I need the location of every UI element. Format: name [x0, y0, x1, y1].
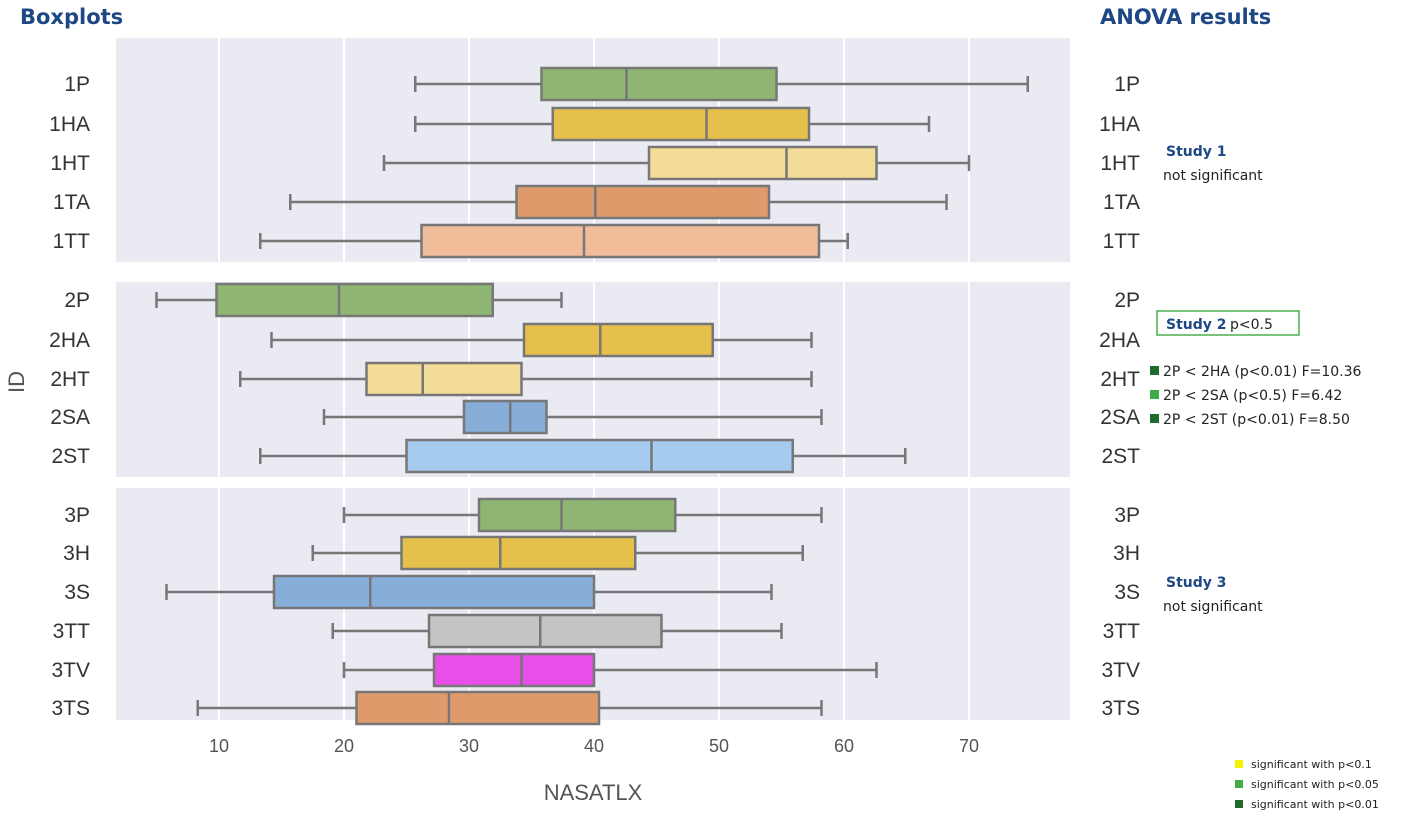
iqr-box [272, 574, 596, 610]
study2-title: Study 2 [1166, 317, 1227, 333]
x-tick-label: 70 [959, 736, 979, 756]
y-tick-label: 2HA [49, 329, 90, 352]
anova-row-label: 1TT [1103, 230, 1141, 253]
x-tick-label: 20 [334, 736, 354, 756]
anova-row-label: 2SA [1100, 406, 1140, 429]
x-tick-label: 60 [834, 736, 854, 756]
study3-result: not significant [1163, 599, 1263, 615]
study1-result: not significant [1163, 168, 1263, 184]
box-2HA: 2HA 2HA [49, 322, 1140, 358]
anova-row-label: 1HA [1099, 113, 1140, 136]
legend-text: significant with p<0.1 [1251, 758, 1372, 771]
y-tick-label: 2ST [51, 445, 90, 468]
box-3S: 3S 3S [64, 574, 1140, 610]
anova-row-label: 1TA [1103, 191, 1140, 214]
box-1P: 1P 1P [64, 66, 1140, 102]
significance-marker [1150, 414, 1159, 423]
y-tick-label: 1TT [53, 230, 91, 253]
box-2HT: 2HT 2HT [50, 361, 1140, 397]
iqr-box [400, 535, 637, 571]
anova-row-label: 3P [1114, 504, 1140, 527]
chart-title: Boxplots [20, 5, 123, 29]
y-tick-label: 1P [64, 73, 90, 96]
anova-row-label: 3S [1114, 581, 1140, 604]
anova-row-label: 1P [1114, 73, 1140, 96]
x-tick-label: 10 [209, 736, 229, 756]
anova-row-label: 3TV [1101, 659, 1140, 682]
y-tick-label: 3S [64, 581, 90, 604]
box-3TV: 3TV 3TV [51, 652, 1140, 688]
iqr-box [365, 361, 523, 397]
study2-box [1156, 310, 1300, 336]
panel-3: 3P 3P 3H 3H 3S 3S 3TT 3TT 3TV 3TV 3TS 3TS [51, 488, 1141, 726]
iqr-box [405, 438, 794, 474]
x-axis-label: NASATLX [544, 780, 643, 805]
box-3H: 3H 3H [63, 535, 1140, 571]
anova-title: ANOVA results [1100, 5, 1271, 29]
study1-title: Study 1 [1166, 144, 1227, 160]
iqr-box [522, 322, 714, 358]
box-2P: 2P 2P [64, 282, 1140, 318]
anova-row-label: 2P [1114, 289, 1140, 312]
y-tick-label: 2HT [50, 368, 90, 391]
y-tick-label: 3TT [53, 620, 91, 643]
iqr-box [540, 66, 778, 102]
box-3TT: 3TT 3TT [53, 613, 1141, 649]
significance-marker [1150, 390, 1159, 399]
box-2SA: 2SA 2SA [50, 399, 1140, 435]
x-tick-label: 30 [459, 736, 479, 756]
y-tick-label: 1HA [49, 113, 90, 136]
box-1TA: 1TA 1TA [53, 184, 1140, 220]
anova-row-label: 3H [1113, 542, 1140, 565]
y-tick-label: 3TV [51, 659, 90, 682]
y-tick-label: 3P [64, 504, 90, 527]
anova-row-label: 3TS [1101, 697, 1140, 720]
iqr-box [462, 399, 548, 435]
box-2ST: 2ST 2ST [51, 438, 1140, 474]
box-1HA: 1HA 1HA [49, 106, 1140, 142]
comparison-text: 2P < 2SA (p<0.5) F=6.42 [1163, 388, 1342, 404]
iqr-box [427, 613, 663, 649]
iqr-box [355, 690, 601, 726]
panel-1: 1P 1P 1HA 1HA 1HT 1HT 1TA 1TA 1TT 1TT [49, 38, 1140, 262]
iqr-box [551, 106, 811, 142]
comparison-text: 2P < 2HA (p<0.01) F=10.36 [1163, 364, 1362, 380]
iqr-box [477, 497, 677, 533]
iqr-box [515, 184, 771, 220]
y-tick-label: 1HT [50, 152, 90, 175]
y-tick-label: 3TS [51, 697, 90, 720]
legend-text: significant with p<0.05 [1251, 778, 1379, 791]
anova-row-label: 1HT [1100, 152, 1140, 175]
panel-2: 2P 2P 2HA 2HA 2HT 2HT 2SA 2SA 2ST 2ST [49, 282, 1140, 477]
iqr-box [432, 652, 596, 688]
box-1HT: 1HT 1HT [50, 145, 1140, 181]
iqr-box [647, 145, 878, 181]
study3-title: Study 3 [1166, 575, 1227, 591]
y-tick-label: 2P [64, 289, 90, 312]
box-3P: 3P 3P [64, 497, 1140, 533]
y-tick-label: 2SA [50, 406, 90, 429]
anova-row-label: 2HA [1099, 329, 1140, 352]
anova-row-label: 3TT [1103, 620, 1141, 643]
legend-swatch [1235, 780, 1243, 788]
legend-swatch [1235, 800, 1243, 808]
legend-text: significant with p<0.01 [1251, 798, 1379, 811]
x-tick-label: 50 [709, 736, 729, 756]
study2-result: p<0.5 [1230, 317, 1273, 333]
box-3TS: 3TS 3TS [51, 690, 1140, 726]
y-tick-label: 1TA [53, 191, 90, 214]
legend-swatch [1235, 760, 1243, 768]
x-tick-label: 40 [584, 736, 604, 756]
anova-row-label: 2HT [1100, 368, 1140, 391]
iqr-box [420, 223, 821, 259]
comparison-text: 2P < 2ST (p<0.01) F=8.50 [1163, 412, 1350, 428]
y-axis-label: ID [4, 371, 29, 393]
iqr-box [215, 282, 494, 318]
box-1TT: 1TT 1TT [53, 223, 1141, 259]
y-tick-label: 3H [63, 542, 90, 565]
significance-marker [1150, 366, 1159, 375]
anova-row-label: 2ST [1101, 445, 1140, 468]
